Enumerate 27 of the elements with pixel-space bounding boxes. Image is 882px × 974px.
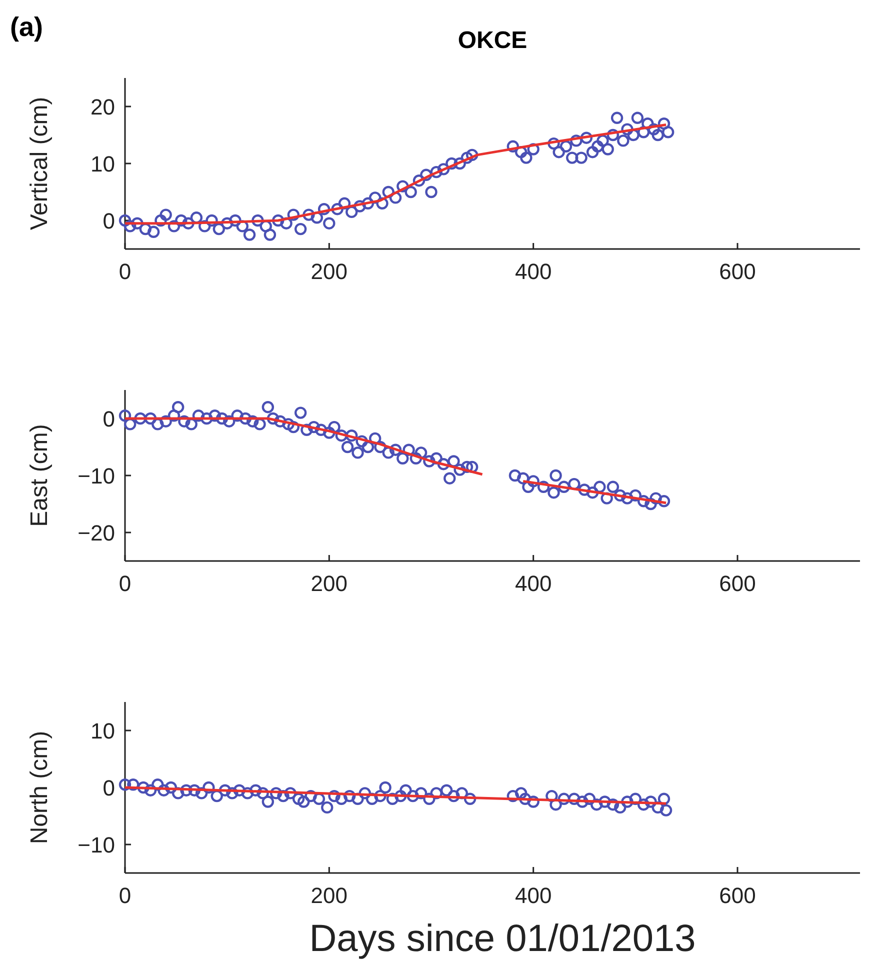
y-tick-label: −10	[78, 464, 115, 488]
y-tick-label: 10	[90, 718, 115, 744]
x-tick-label: 200	[310, 259, 348, 284]
y-tick-label: 0	[102, 208, 115, 234]
x-tick-label: 200	[310, 571, 348, 596]
x-tick-label: 600	[719, 883, 756, 908]
y-tick-label: −20	[78, 520, 115, 546]
x-tick-label: 600	[719, 571, 756, 596]
y-axis-title: Vertical (cm)	[26, 96, 53, 230]
y-tick-label: −10	[78, 832, 115, 858]
y-axis-title: East (cm)	[26, 424, 53, 527]
x-axis-title: Days since 01/01/2013	[309, 918, 696, 960]
x-tick-label: 200	[310, 883, 348, 908]
x-tick-label: 0	[118, 883, 132, 908]
x-tick-label: 0	[118, 571, 132, 596]
x-tick-label: 0	[118, 259, 132, 284]
x-tick-label: 400	[514, 571, 552, 596]
y-tick-label: 10	[90, 152, 115, 176]
x-tick-label: 400	[514, 259, 552, 284]
x-tick-label: 400	[514, 883, 552, 908]
chart-title: OKCE	[458, 27, 528, 54]
y-tick-label: 0	[102, 776, 115, 800]
text: (a)	[10, 12, 43, 42]
x-tick-label: 600	[719, 259, 756, 284]
y-tick-label: 20	[90, 94, 115, 120]
y-tick-label: 0	[102, 406, 115, 432]
y-axis-title: North (cm)	[26, 730, 53, 844]
